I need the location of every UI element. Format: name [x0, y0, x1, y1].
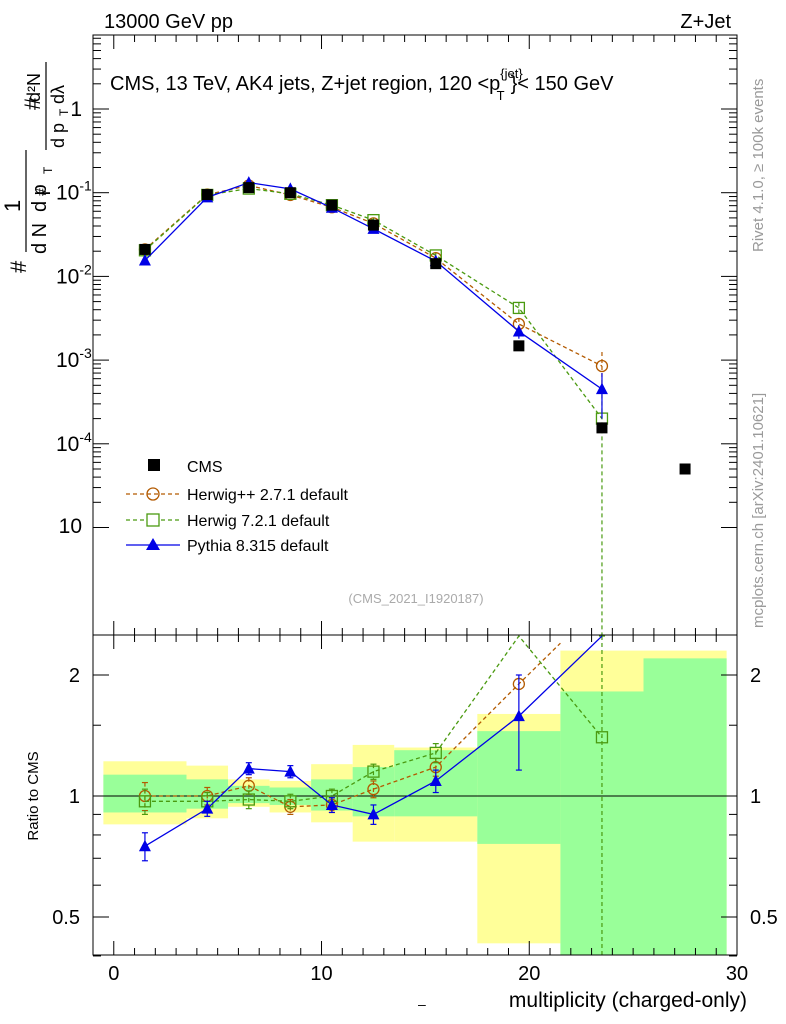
- rivet-label: Rivet 4.1.0, ≥ 100k events: [750, 79, 767, 252]
- legend-marker-herwig7: [146, 513, 160, 527]
- svg-text:d p: d p: [29, 184, 51, 212]
- main-point-data-8: [596, 422, 608, 434]
- ratio-ytick-label-right-1: 1: [750, 786, 761, 808]
- main-line-pythia: [144, 181, 603, 390]
- svg-text:d²N: d²N: [24, 73, 44, 102]
- main-series-layer: [138, 176, 691, 635]
- ratio-frame: [92, 634, 738, 956]
- main-point-pythia-0: [138, 253, 151, 266]
- main-ytick-label-4: 10-4: [56, 429, 92, 456]
- legend-marker-cms: [148, 459, 160, 471]
- main-point-herwig7-7: [512, 301, 526, 315]
- ratio-point-pythia-1: [201, 802, 214, 814]
- ratio-point-herwig7-2: [242, 793, 255, 806]
- svg-text:d p: d p: [48, 123, 68, 148]
- main-point-data-6: [430, 258, 442, 270]
- xtick-label-10: 10: [310, 963, 332, 985]
- legend: CMS Herwig++ 2.7.1 default Herwig 7.2.1 …: [126, 459, 349, 555]
- legend-marker-pythia: [146, 538, 160, 550]
- main-ytick-label-3: 10-3: [56, 345, 92, 372]
- ratio-ytick-label-2: 2: [69, 665, 80, 687]
- ratio-point-pythia-5: [367, 807, 380, 820]
- main-line-herwigpp: [144, 184, 603, 367]
- svg-text:dλ: dλ: [48, 85, 68, 104]
- ratio-point-pythia-0: [138, 839, 151, 852]
- ratio-series-layer: [138, 635, 609, 955]
- ratio-point-herwig7-0: [138, 795, 152, 808]
- ratio-point-pythia-7: [512, 709, 525, 722]
- xlabel: multiplicity (charged-only): [509, 989, 747, 1012]
- svg-text:#: #: [20, 97, 45, 110]
- main-point-data-2: [243, 182, 255, 194]
- xlabel-prefix: –: [418, 996, 426, 1012]
- ratio-point-pythia-4: [325, 798, 338, 810]
- main-ytick-label-5: 10: [59, 515, 82, 538]
- main-ytick-label-0: 1: [70, 98, 82, 121]
- svg-text:#: #: [33, 188, 49, 196]
- ratio-ytick-label-right-0.5: 0.5: [750, 907, 778, 929]
- ratio-point-pythia-2: [242, 762, 255, 774]
- main-point-pythia-7: [512, 324, 525, 337]
- svg-text:#: #: [6, 260, 31, 273]
- xtick-label-0: 0: [108, 963, 119, 985]
- ratio-point-herwig7-5: [367, 765, 380, 778]
- svg-text:d N: d N: [29, 223, 51, 254]
- header-left: 13000 GeV pp: [104, 11, 233, 33]
- ratio-band-green-8: [560, 691, 644, 955]
- xtick-label-20: 20: [518, 963, 540, 985]
- ratio-ytick-label-right-2: 2: [750, 665, 761, 687]
- ratio-ytick-label-0.5: 0.5: [52, 907, 80, 929]
- main-ytick-label-1: 10-1: [56, 178, 92, 205]
- main-point-data-9: [679, 463, 691, 475]
- legend-label-pythia: Pythia 8.315 default: [187, 538, 329, 555]
- main-point-herwigpp-8: [595, 359, 609, 373]
- analysis-id: (CMS_2021_I1920187): [348, 591, 483, 606]
- main-point-data-5: [367, 219, 379, 231]
- ratio-point-herwigpp-5: [367, 783, 380, 796]
- main-point-pythia-8: [595, 382, 608, 395]
- ratio-point-herwig7-3: [284, 795, 297, 808]
- ratio-point-pythia-6: [429, 774, 442, 786]
- svg-text:T: T: [41, 166, 55, 174]
- svg-text:T: T: [57, 108, 71, 116]
- main-ylabel: # 1 d N # d p T # d²N d p T dλ: [0, 62, 71, 273]
- ratio-point-herwig7-6: [429, 746, 442, 760]
- ratio-uncertainty-bands: [103, 650, 727, 955]
- main-point-data-1: [201, 189, 213, 201]
- header-right: Z+Jet: [680, 11, 731, 33]
- main-point-data-3: [284, 187, 296, 199]
- main-point-data-7: [513, 340, 525, 352]
- main-title: CMS, 13 TeV, AK4 jets, Z+jet region, 120…: [110, 66, 614, 103]
- main-point-data-4: [326, 199, 338, 211]
- ratio-point-pythia-3: [284, 765, 297, 777]
- axes-layer: 0 10 20 30 1 10-1 10-2 10-3 10-4 10 0.5 0.5 1 1 2 2: [52, 35, 778, 985]
- xtick-label-30: 30: [726, 963, 748, 985]
- legend-label-herwig7: Herwig 7.2.1 default: [187, 513, 330, 530]
- ratio-band-green-9: [643, 658, 727, 955]
- ratio-ylabel: Ratio to CMS: [25, 751, 42, 840]
- legend-label-cms: CMS: [187, 459, 223, 476]
- ratio-ytick-label-1: 1: [69, 786, 80, 808]
- legend-marker-herwigpp: [146, 487, 160, 501]
- ylabel-frac-a-num: 1: [0, 200, 25, 212]
- ratio-point-herwig7-8: [595, 731, 609, 744]
- mcplots-label: mcplots.cern.ch [arXiv:2401.10621]: [750, 393, 767, 628]
- main-ytick-label-2: 10-2: [56, 261, 92, 288]
- main-point-data-0: [139, 243, 151, 255]
- legend-label-herwigpp: Herwig++ 2.7.1 default: [187, 487, 349, 504]
